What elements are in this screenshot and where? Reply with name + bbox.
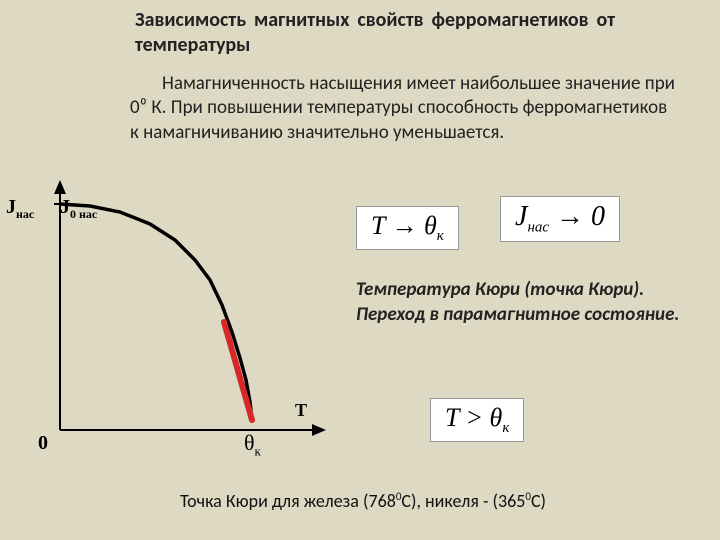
saturation-curve-chart: [30, 180, 330, 460]
formula-t-greater-theta: T > θк: [430, 398, 524, 442]
formula-t-to-theta: T → θк: [356, 206, 459, 250]
formula-j-to-zero: Jнас → 0: [500, 196, 620, 242]
page-title: Зависимость магнитных свойств ферромагне…: [135, 8, 615, 58]
curie-description: Температура Кюри (точка Кюри). Переход в…: [356, 278, 686, 327]
intro-paragraph: Намагниченность насыщения имеет наибольш…: [130, 72, 680, 145]
curie-point-values: Точка Кюри для железа (7680С), никеля - …: [180, 490, 546, 512]
